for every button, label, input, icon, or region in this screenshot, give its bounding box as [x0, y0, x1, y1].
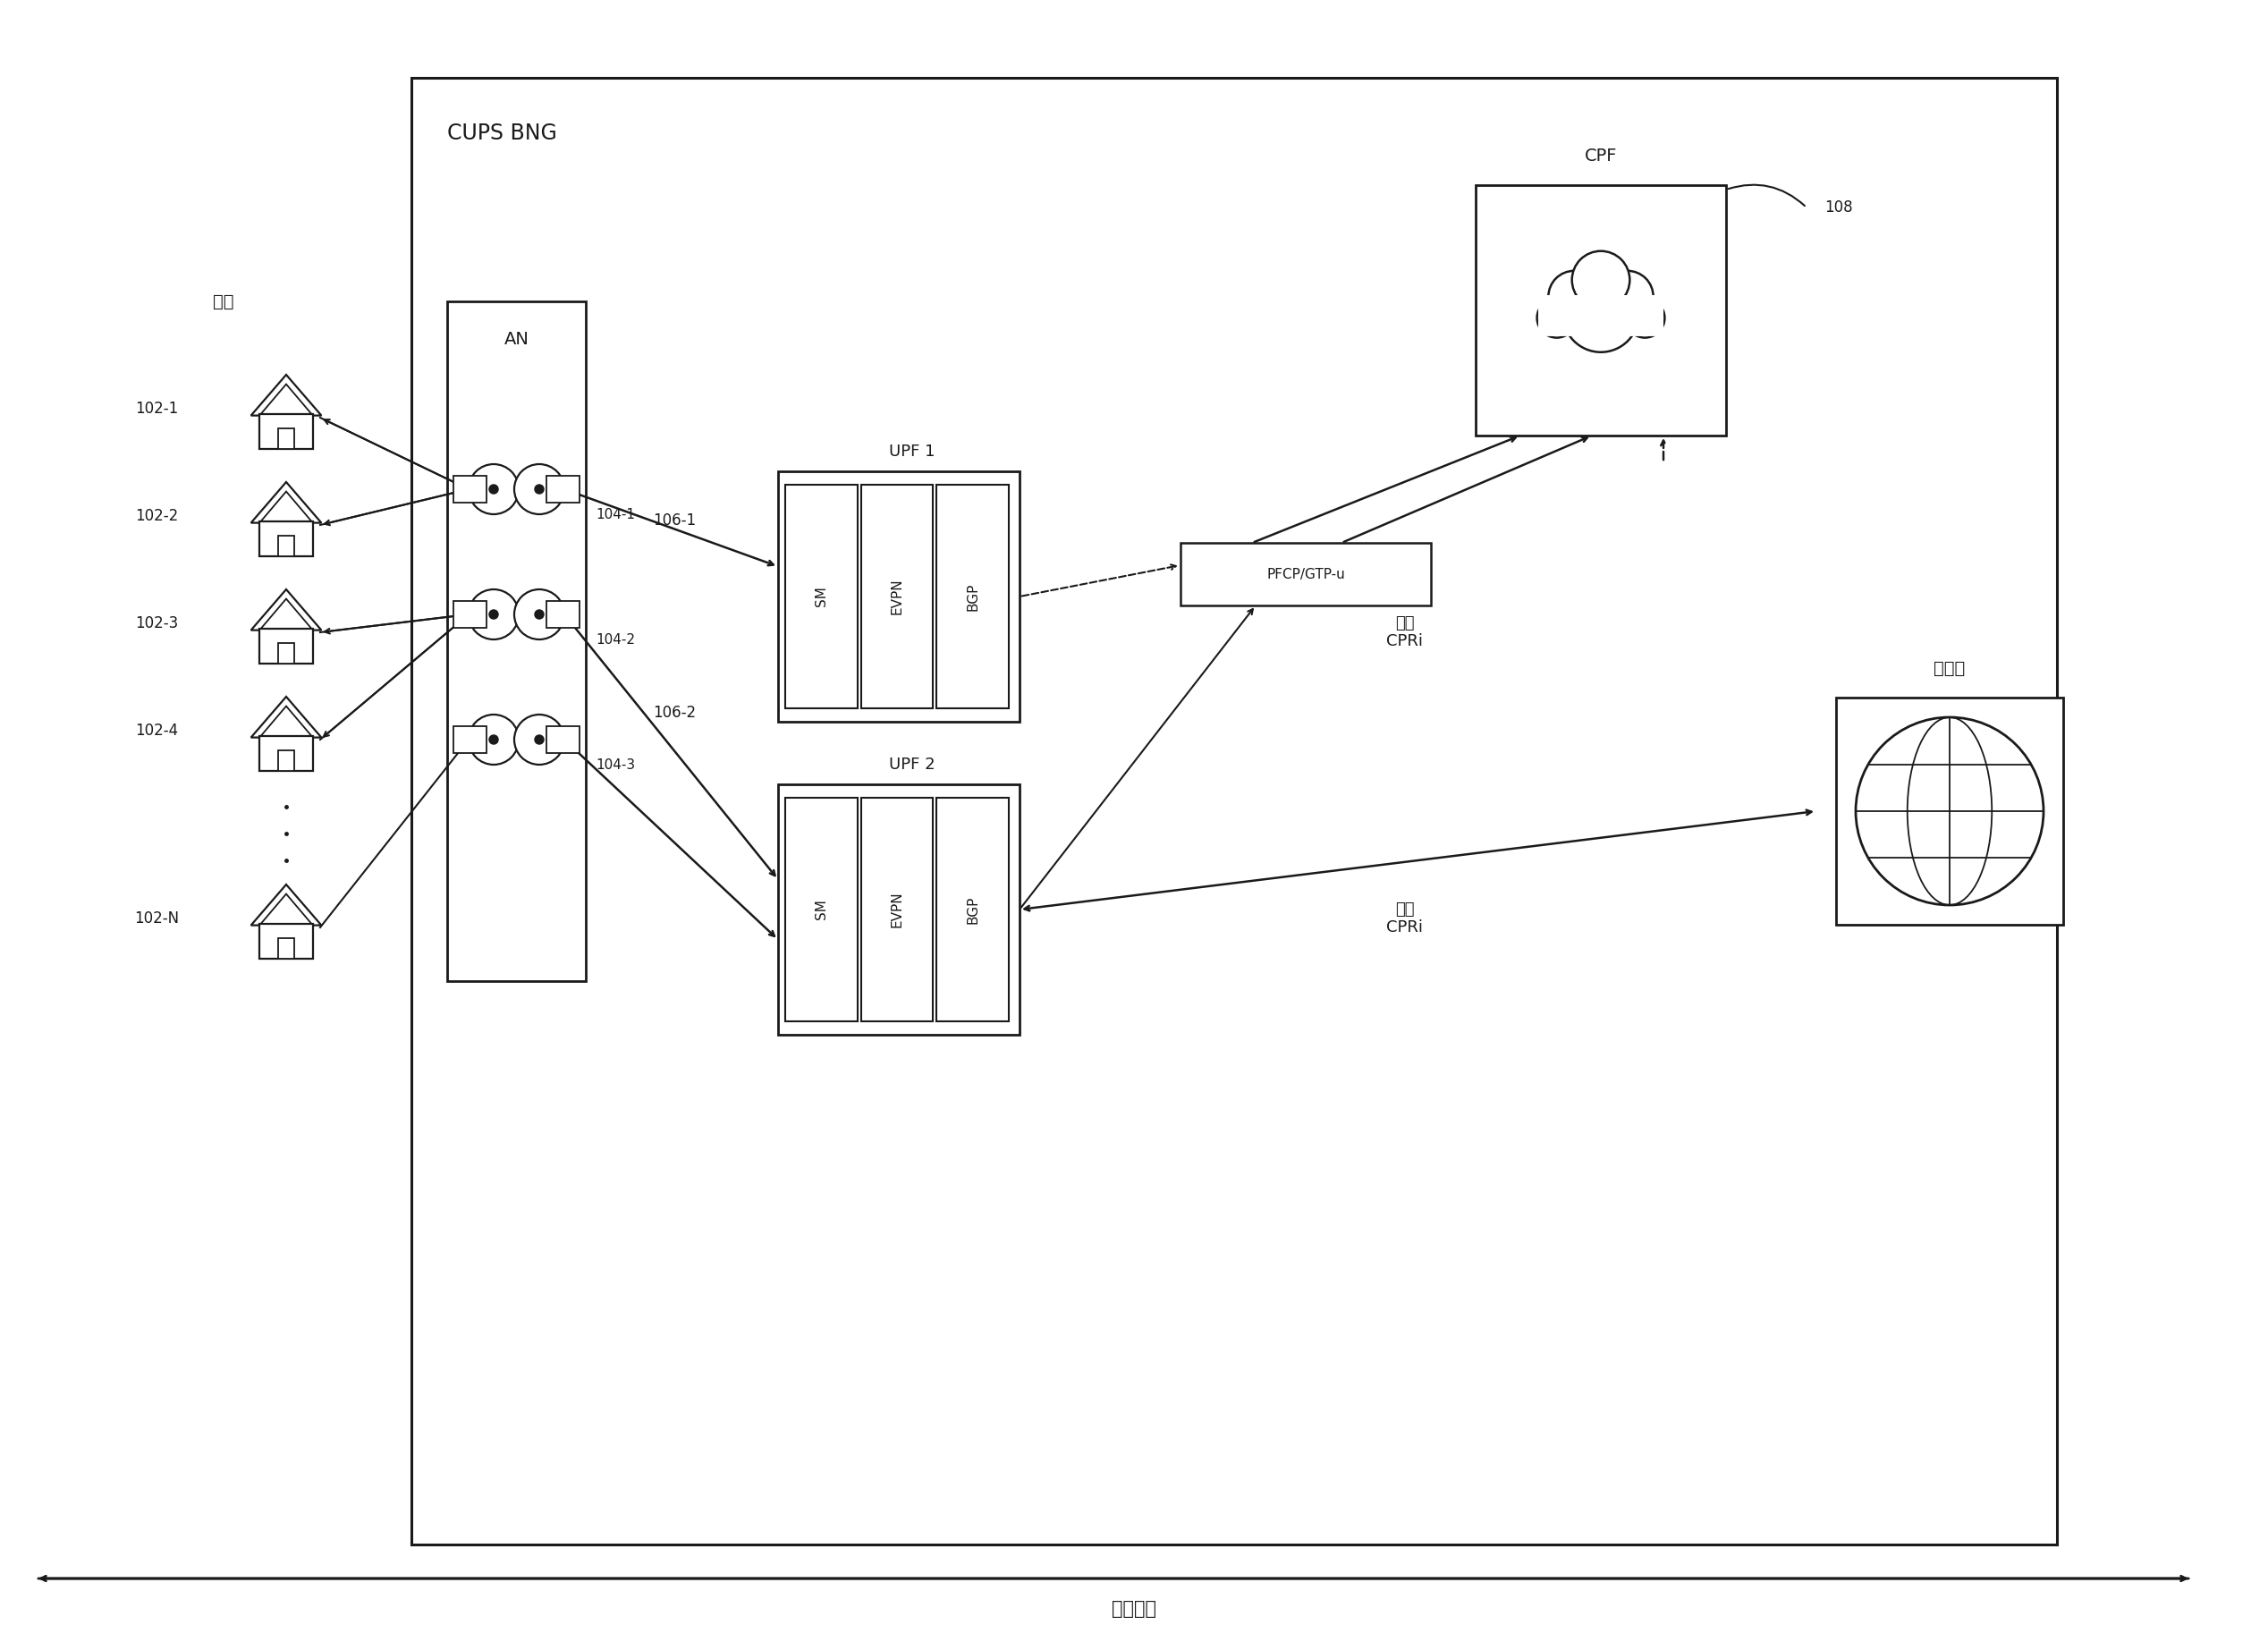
Text: 102-2: 102-2 [134, 509, 179, 525]
Text: SM: SM [814, 587, 828, 606]
FancyBboxPatch shape [447, 301, 585, 981]
Circle shape [1855, 717, 2043, 905]
Text: BGP: BGP [966, 582, 980, 611]
Circle shape [490, 734, 499, 744]
Text: 106-1: 106-1 [653, 512, 696, 528]
FancyBboxPatch shape [279, 642, 295, 663]
Circle shape [490, 484, 499, 494]
Text: CPF: CPF [1585, 148, 1617, 166]
FancyBboxPatch shape [785, 798, 857, 1022]
Text: 106-2: 106-2 [653, 705, 696, 722]
Text: 活动
CPRi: 活动 CPRi [1386, 902, 1422, 936]
FancyBboxPatch shape [937, 484, 1009, 708]
Circle shape [469, 465, 519, 514]
FancyBboxPatch shape [862, 484, 932, 708]
Circle shape [1563, 276, 1640, 353]
Circle shape [515, 465, 565, 514]
Text: SM: SM [814, 899, 828, 920]
FancyBboxPatch shape [547, 476, 578, 504]
FancyBboxPatch shape [259, 522, 313, 556]
Polygon shape [252, 375, 322, 416]
Text: 108: 108 [1823, 200, 1853, 216]
Circle shape [515, 715, 565, 765]
Text: EVPN: EVPN [891, 892, 903, 928]
FancyBboxPatch shape [279, 938, 295, 959]
Text: 订户: 订户 [213, 292, 234, 310]
Text: 102-N: 102-N [134, 910, 179, 926]
Polygon shape [259, 598, 313, 630]
FancyBboxPatch shape [279, 535, 295, 556]
Text: CUPS BNG: CUPS BNG [447, 122, 558, 145]
Text: 互联网: 互联网 [1935, 660, 1966, 676]
Polygon shape [252, 884, 322, 925]
Circle shape [469, 715, 519, 765]
Text: 102-1: 102-1 [134, 401, 179, 416]
Circle shape [1538, 297, 1576, 338]
FancyBboxPatch shape [937, 798, 1009, 1022]
FancyBboxPatch shape [411, 78, 2057, 1544]
FancyBboxPatch shape [547, 601, 578, 629]
FancyBboxPatch shape [259, 736, 313, 770]
FancyBboxPatch shape [1837, 697, 2064, 925]
Text: UPF 1: UPF 1 [889, 444, 934, 460]
Circle shape [1601, 271, 1653, 322]
Polygon shape [259, 894, 313, 925]
FancyBboxPatch shape [454, 601, 485, 629]
Circle shape [535, 484, 544, 494]
Polygon shape [259, 707, 313, 738]
Text: EVPN: EVPN [891, 578, 903, 614]
Text: 数据路径: 数据路径 [1111, 1601, 1157, 1618]
Text: 备用
CPRi: 备用 CPRi [1386, 614, 1422, 650]
Circle shape [1626, 297, 1665, 338]
Text: 104-2: 104-2 [596, 632, 635, 647]
Circle shape [1549, 271, 1601, 322]
FancyBboxPatch shape [454, 476, 485, 504]
Circle shape [490, 609, 499, 619]
Text: 104-1: 104-1 [596, 507, 635, 522]
FancyBboxPatch shape [862, 798, 932, 1022]
Circle shape [535, 609, 544, 619]
Polygon shape [259, 384, 313, 416]
FancyBboxPatch shape [279, 749, 295, 770]
Text: BGP: BGP [966, 895, 980, 923]
FancyBboxPatch shape [259, 629, 313, 663]
Text: UPF 2: UPF 2 [889, 757, 934, 774]
FancyBboxPatch shape [454, 726, 485, 754]
FancyBboxPatch shape [785, 484, 857, 708]
FancyBboxPatch shape [547, 726, 578, 754]
Circle shape [515, 590, 565, 640]
Circle shape [535, 734, 544, 744]
FancyBboxPatch shape [778, 471, 1021, 722]
Text: AN: AN [503, 330, 528, 348]
FancyBboxPatch shape [259, 925, 313, 959]
Text: PFCP/GTP-u: PFCP/GTP-u [1266, 567, 1345, 580]
Polygon shape [252, 590, 322, 631]
Text: 104-3: 104-3 [596, 757, 635, 772]
Polygon shape [259, 491, 313, 523]
Circle shape [1572, 250, 1631, 309]
Text: 102-4: 102-4 [136, 723, 177, 739]
Circle shape [469, 590, 519, 640]
Text: 102-3: 102-3 [134, 616, 179, 632]
Polygon shape [252, 483, 322, 523]
FancyBboxPatch shape [1476, 185, 1726, 436]
Polygon shape [252, 697, 322, 738]
FancyBboxPatch shape [259, 414, 313, 449]
FancyBboxPatch shape [778, 785, 1021, 1035]
FancyBboxPatch shape [1182, 543, 1431, 606]
FancyBboxPatch shape [279, 427, 295, 449]
FancyBboxPatch shape [1538, 296, 1662, 333]
